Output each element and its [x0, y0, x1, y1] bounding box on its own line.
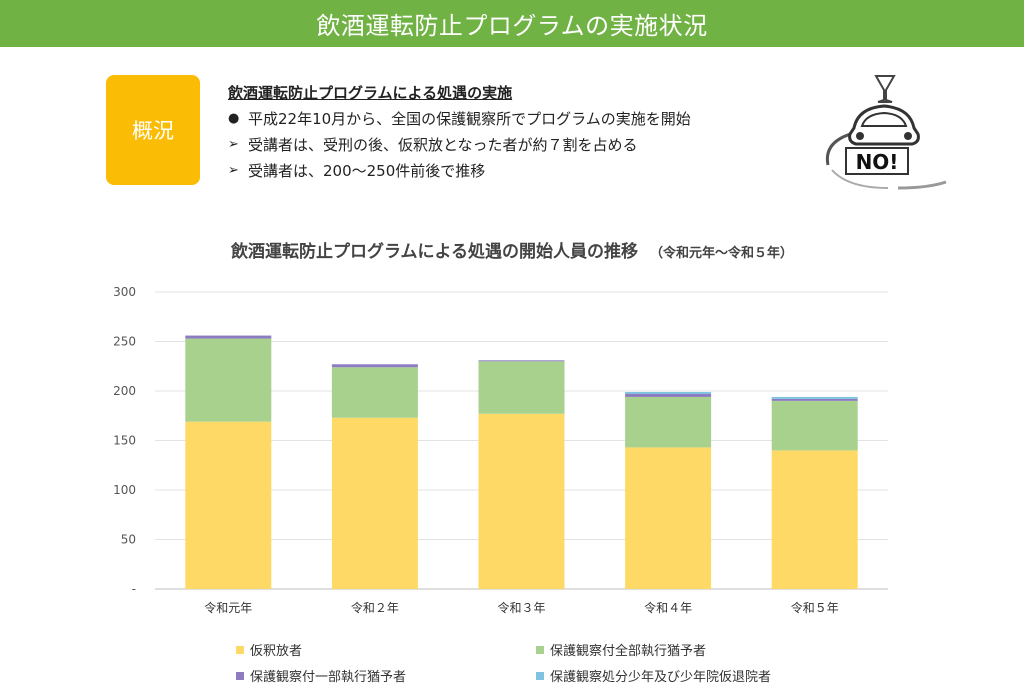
- chart-title: 飲酒運転防止プログラムによる処遇の開始人員の推移: [231, 242, 638, 262]
- bar-segment: [771, 400, 858, 451]
- summary-bullet-text: 平成22年10月から、全国の保護観察所でプログラムの実施を開始: [248, 110, 691, 128]
- bar-segment: [478, 413, 565, 589]
- legend-swatch: [236, 671, 244, 680]
- bar-segment: [771, 396, 858, 399]
- summary-bullet: ➢ 受講者は、受刑の後、仮釈放となった者が約７割を占める: [228, 132, 788, 158]
- bar-segment: [331, 417, 418, 589]
- x-tick-label: 令和５年: [791, 600, 839, 615]
- stacked-bar-chart: - 50 100 150 200 250 300 令和元年 令和２年 令和３年 令和４年 令和５年: [113, 285, 888, 615]
- bullet-dot-icon: ●: [228, 111, 240, 126]
- chart-title-row: 飲酒運転防止プログラムによる処遇の開始人員の推移 （令和元年～令和５年）: [0, 237, 1024, 262]
- bar-segment: [771, 450, 858, 589]
- y-tick-label: 200: [113, 384, 136, 398]
- x-tick-label: 令和２年: [351, 600, 399, 615]
- y-tick-label: 300: [113, 285, 136, 299]
- legend-label: 保護観察付一部執行猶予者: [250, 670, 407, 685]
- legend-swatch: [236, 645, 244, 654]
- legend-swatch: [536, 645, 544, 654]
- legend-item: 保護観察付一部執行猶予者: [236, 666, 406, 685]
- bar-segment: [478, 361, 565, 414]
- y-tick-label: 50: [121, 533, 136, 547]
- bullet-arrow-icon: ➢: [228, 163, 239, 178]
- bar-segment: [478, 360, 565, 362]
- bar-segment: [625, 393, 712, 397]
- summary-badge: 概況: [106, 75, 200, 185]
- no-drunk-driving-icon: NO!: [825, 75, 947, 190]
- summary-heading: 飲酒運転防止プログラムによる処遇の実施: [228, 84, 513, 102]
- bullet-arrow-icon: ➢: [228, 137, 239, 152]
- bar-segment: [331, 364, 418, 368]
- legend-item: 仮釈放者: [236, 640, 302, 659]
- bar-segment: [185, 421, 272, 589]
- bar-segment: [625, 447, 712, 589]
- legend-item: 保護観察処分少年及び少年院仮退院者: [536, 666, 771, 685]
- summary-bullet: ➢ 受講者は、200～250件前後で推移: [228, 158, 788, 184]
- summary-section: 飲酒運転防止プログラムによる処遇の実施 ● 平成22年10月から、全国の保護観察…: [228, 80, 788, 184]
- bar-segment: [185, 338, 272, 422]
- bar-segment: [331, 367, 418, 418]
- summary-bullet: ● 平成22年10月から、全国の保護観察所でプログラムの実施を開始: [228, 106, 788, 132]
- summary-bullet-text: 受講者は、受刑の後、仮釈放となった者が約７割を占める: [248, 136, 638, 154]
- page-title: 飲酒運転防止プログラムの実施状況: [0, 0, 1024, 47]
- bar-segment: [185, 335, 272, 339]
- bar-segment: [625, 391, 712, 394]
- chart-subtitle: （令和元年～令和５年）: [649, 246, 793, 261]
- y-tick-label: 150: [113, 434, 136, 448]
- y-tick-label: 250: [113, 335, 136, 349]
- legend-item: 保護観察付全部執行猶予者: [536, 640, 706, 659]
- legend-label: 保護観察付全部執行猶予者: [550, 644, 707, 659]
- summary-bullet-text: 受講者は、200～250件前後で推移: [248, 162, 486, 180]
- y-tick-label: 100: [113, 483, 136, 497]
- x-tick-label: 令和３年: [497, 600, 545, 615]
- x-tick-label: 令和４年: [644, 600, 692, 615]
- bar-segment: [771, 398, 858, 401]
- logo-text: NO!: [856, 150, 899, 174]
- chart-legend: 仮釈放者 保護観察付全部執行猶予者保護観察付一部執行猶予者 保護観察処分少年及び少年…: [236, 640, 936, 688]
- legend-label: 仮釈放者: [250, 644, 303, 659]
- legend-label: 保護観察処分少年及び少年院仮退院者: [550, 670, 772, 685]
- legend-swatch: [536, 671, 544, 680]
- bar-segment: [625, 396, 712, 448]
- x-tick-label: 令和元年: [204, 600, 252, 615]
- y-tick-label: -: [132, 582, 136, 596]
